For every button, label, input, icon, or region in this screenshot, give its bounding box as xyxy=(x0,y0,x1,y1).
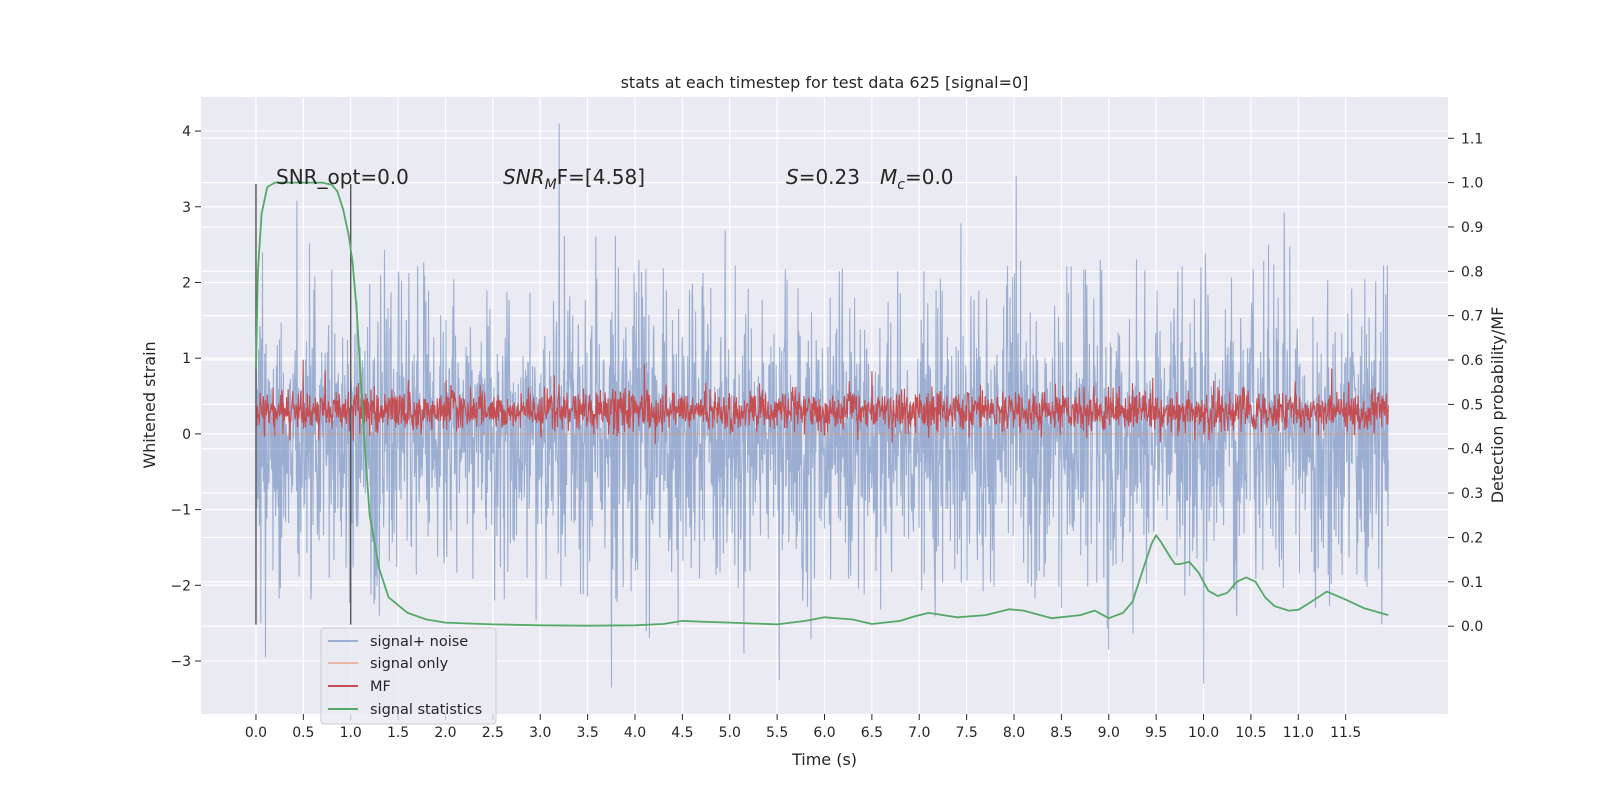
legend-label-signal-only: signal only xyxy=(370,656,449,672)
x-tick-label-12: 6.0 xyxy=(813,725,835,741)
x-tick-label-18: 9.0 xyxy=(1098,725,1120,741)
y2-tick-label-11: 1.1 xyxy=(1461,131,1483,147)
x-tick-label-2: 1.0 xyxy=(340,725,362,741)
x-tick-label-10: 5.0 xyxy=(719,725,741,741)
legend: signal+ noise signal only MF signal stat… xyxy=(320,627,497,725)
y2-tick-label-3: 0.3 xyxy=(1461,486,1483,502)
y-tick-label-7: 4 xyxy=(182,124,191,140)
x-tick-label-6: 3.0 xyxy=(529,725,551,741)
y-tick-label-6: 3 xyxy=(182,200,191,216)
series-signal-statistics xyxy=(255,181,1389,627)
s-rest: =0.23 xyxy=(799,165,860,189)
x-tick-label-0: 0.0 xyxy=(245,725,267,741)
snr-mf-sub: M xyxy=(545,177,557,193)
y2-tick-label-5: 0.5 xyxy=(1461,397,1483,413)
series-layer xyxy=(255,123,1389,688)
y-axis-label: Whitened strain xyxy=(140,341,159,468)
y-tick-label-4: 1 xyxy=(182,351,191,367)
x-tick-label-1: 0.5 xyxy=(292,725,314,741)
annotations: SNR_opt=0.0 SNRMF=[4.58] S=0.23 Mc=0.0 xyxy=(276,165,954,193)
y2-tick-label-4: 0.4 xyxy=(1461,442,1483,458)
x-tick-label-4: 2.0 xyxy=(434,725,456,741)
x-tick-label-21: 10.5 xyxy=(1235,725,1266,741)
snr-mf-annotation: SNRMF=[4.58] xyxy=(503,165,645,193)
legend-label-mf: MF xyxy=(370,679,391,695)
y2-tick-label-0: 0.0 xyxy=(1461,619,1483,635)
chart-title: stats at each timestep for test data 625… xyxy=(621,73,1029,92)
y-tick-label-3: 0 xyxy=(182,427,191,443)
x-tick-label-20: 10.0 xyxy=(1188,725,1219,741)
x-tick-label-9: 4.5 xyxy=(671,725,693,741)
snr-mf-rest: F=[4.58] xyxy=(557,165,645,189)
y-tick-label-1: −2 xyxy=(170,578,191,594)
mc-main: M xyxy=(880,165,897,189)
y-tick-label-0: −3 xyxy=(170,654,191,670)
x-tick-label-13: 6.5 xyxy=(861,725,883,741)
series-mf xyxy=(255,359,1389,445)
legend-label-signal-noise: signal+ noise xyxy=(370,634,468,650)
snr-opt-annotation: SNR_opt=0.0 xyxy=(276,165,409,189)
legend-label-signal-statistics: signal statistics xyxy=(370,702,482,718)
y2-tick-label-10: 1.0 xyxy=(1461,176,1483,192)
x-tick-label-19: 9.5 xyxy=(1145,725,1167,741)
x-tick-label-5: 2.5 xyxy=(482,725,504,741)
x-tick-label-22: 11.0 xyxy=(1283,725,1314,741)
x-axis-label: Time (s) xyxy=(791,750,857,769)
x-tick-label-3: 1.5 xyxy=(387,725,409,741)
s-main: S xyxy=(786,165,799,189)
snr-mf-main: SNR xyxy=(503,165,545,189)
x-tick-label-15: 7.5 xyxy=(956,725,978,741)
y-tick-label-2: −1 xyxy=(170,503,191,519)
mc-rest: =0.0 xyxy=(905,165,954,189)
x-tick-label-14: 7.0 xyxy=(908,725,930,741)
legend-box xyxy=(320,627,497,725)
y-tick-label-5: 2 xyxy=(182,275,191,291)
mc-sub: c xyxy=(897,177,905,193)
mc-annotation: Mc=0.0 xyxy=(880,165,954,193)
y2-tick-label-7: 0.7 xyxy=(1461,309,1483,325)
y2-axis-label: Detection probability/MF xyxy=(1488,307,1507,504)
y2-tick-label-8: 0.8 xyxy=(1461,264,1483,280)
y2-tick-label-2: 0.2 xyxy=(1461,530,1483,546)
y2-tick-label-9: 0.9 xyxy=(1461,220,1483,236)
ticks: 0.0 0.5 1.0 1.5 2.0 2.5 3.0 3.5 4.0 4.5 5.0 5.5 6.0 6… xyxy=(170,124,1483,741)
x-tick-label-8: 4.0 xyxy=(624,725,646,741)
s-annotation: S=0.23 xyxy=(786,165,860,189)
x-tick-label-16: 8.0 xyxy=(1003,725,1025,741)
x-tick-label-11: 5.5 xyxy=(766,725,788,741)
x-tick-label-17: 8.5 xyxy=(1050,725,1072,741)
x-tick-label-23: 11.5 xyxy=(1330,725,1361,741)
y2-tick-label-6: 0.6 xyxy=(1461,353,1483,369)
x-tick-label-7: 3.5 xyxy=(576,725,598,741)
y2-tick-label-1: 0.1 xyxy=(1461,575,1483,591)
